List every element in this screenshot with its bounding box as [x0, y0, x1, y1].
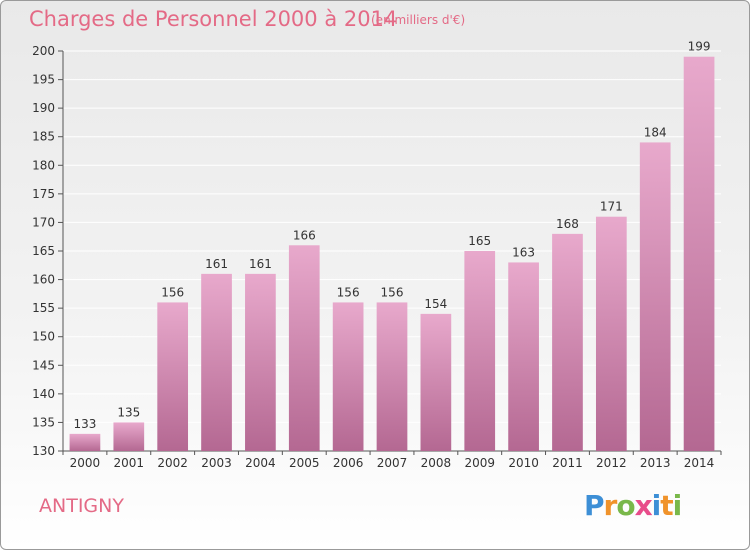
brand-letter: x — [634, 489, 653, 522]
y-tick-label: 180 — [32, 158, 55, 172]
bar-value-label: 156 — [381, 285, 404, 299]
bar-value-label: 135 — [117, 405, 140, 419]
brand-letter: i — [672, 489, 683, 522]
bar-value-label: 165 — [468, 234, 491, 248]
y-tick-label: 165 — [32, 244, 55, 258]
bar — [552, 233, 583, 451]
brand-letter: t — [660, 489, 673, 522]
brand-letter: o — [616, 489, 635, 522]
bar — [595, 216, 627, 451]
x-tick-label: 2013 — [640, 456, 671, 470]
x-tick-label: 2009 — [464, 456, 495, 470]
x-tick-label: 2002 — [157, 456, 188, 470]
x-tick-label: 2008 — [421, 456, 452, 470]
x-tick-label: 2010 — [508, 456, 539, 470]
x-tick-label: 2007 — [377, 456, 408, 470]
x-tick-label: 2011 — [552, 456, 583, 470]
bar — [157, 302, 189, 451]
bar-value-label: 154 — [424, 297, 447, 311]
x-tick-label: 2006 — [333, 456, 364, 470]
y-tick-label: 175 — [32, 187, 55, 201]
bar-value-label: 199 — [688, 40, 711, 54]
bar-value-label: 166 — [293, 228, 316, 242]
bar — [288, 245, 320, 451]
x-tick-label: 2012 — [596, 456, 627, 470]
bar-value-label: 171 — [600, 200, 623, 214]
y-tick-label: 150 — [32, 330, 55, 344]
bar-value-label: 156 — [337, 285, 360, 299]
bar — [508, 262, 539, 451]
x-tick-label: 2005 — [289, 456, 320, 470]
x-tick-label: 2014 — [684, 456, 715, 470]
y-tick-label: 185 — [32, 130, 55, 144]
bar — [201, 273, 232, 451]
bar — [376, 302, 408, 451]
x-tick-label: 2001 — [114, 456, 145, 470]
y-tick-label: 155 — [32, 301, 55, 315]
x-tick-label: 2004 — [245, 456, 276, 470]
bar-value-label: 184 — [644, 125, 667, 139]
brand-letter: P — [584, 489, 605, 522]
y-tick-label: 190 — [32, 101, 55, 115]
y-tick-label: 130 — [32, 444, 55, 458]
bar-value-label: 163 — [512, 245, 535, 259]
bar-value-label: 161 — [205, 257, 228, 271]
y-tick-label: 145 — [32, 358, 55, 372]
y-tick-label: 170 — [32, 215, 55, 229]
bar — [69, 433, 101, 451]
bar — [420, 313, 452, 451]
chart-title: Charges de Personnel 2000 à 2014 — [29, 7, 398, 31]
bar-value-label: 133 — [73, 417, 96, 431]
chart-subtitle: (en milliers d'€) — [371, 13, 466, 27]
x-tick-label: 2000 — [70, 456, 101, 470]
commune-name: ANTIGNY — [39, 495, 124, 517]
brand-letter: i — [651, 489, 662, 522]
bar — [464, 251, 496, 451]
bar — [683, 56, 715, 451]
y-tick-label: 195 — [32, 73, 55, 87]
proxiti-logo: Proxiti — [584, 489, 683, 522]
bar-value-label: 161 — [249, 257, 272, 271]
bar — [113, 422, 145, 451]
y-tick-label: 140 — [32, 387, 55, 401]
bar — [245, 273, 276, 451]
y-tick-label: 160 — [32, 273, 55, 287]
x-tick-label: 2003 — [201, 456, 232, 470]
bar — [639, 142, 671, 451]
y-tick-label: 135 — [32, 415, 55, 429]
y-tick-label: 200 — [32, 44, 55, 58]
bar — [332, 302, 364, 451]
bar-value-label: 156 — [161, 285, 184, 299]
brand-letter: r — [603, 489, 618, 522]
bar-value-label: 168 — [556, 217, 579, 231]
